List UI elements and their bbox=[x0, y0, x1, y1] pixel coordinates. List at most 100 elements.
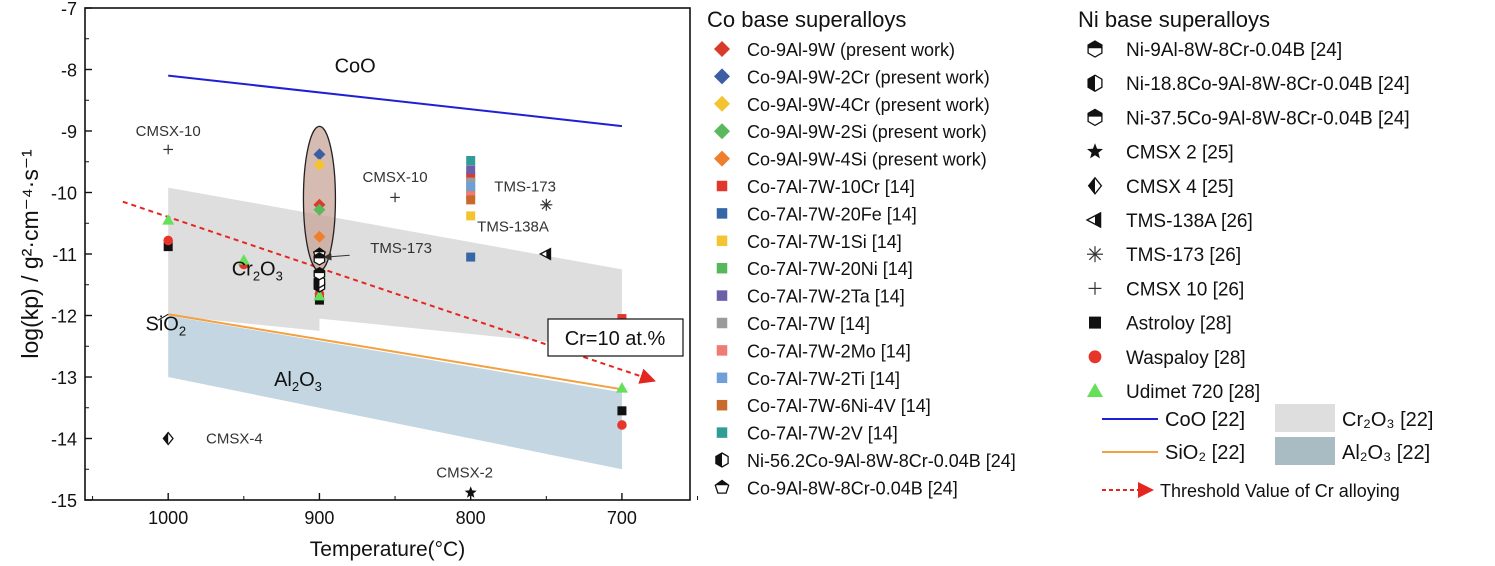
legend-marker bbox=[716, 180, 728, 192]
y-tick-label: -15 bbox=[51, 491, 77, 511]
legend-marker bbox=[714, 95, 730, 112]
annotation-label: CMSX-4 bbox=[206, 431, 263, 448]
legend-marker bbox=[714, 150, 730, 167]
legend-item: Ni-37.5Co-9Al-8W-8Cr-0.04B [24] bbox=[1087, 108, 1410, 129]
legend-item: TMS-173 [26] bbox=[1087, 245, 1241, 266]
band-label: Al2O3 bbox=[274, 369, 322, 394]
legend-ni-title: Ni base superalloys bbox=[1078, 7, 1270, 32]
legend-marker bbox=[714, 479, 730, 494]
y-tick-label: -14 bbox=[51, 430, 77, 450]
svg-text:CMSX 2 [25]: CMSX 2 [25] bbox=[1126, 143, 1234, 164]
svg-text:Co-7Al-7W-20Ni [14]: Co-7Al-7W-20Ni [14] bbox=[747, 259, 913, 279]
svg-text:Co-7Al-7W-6Ni-4V [14]: Co-7Al-7W-6Ni-4V [14] bbox=[747, 396, 931, 416]
legend-item: CMSX 10 [26] bbox=[1088, 279, 1244, 300]
point-tms-173 bbox=[540, 198, 553, 211]
annotation-label: TMS-138A bbox=[477, 218, 549, 235]
svg-text:TMS-138A [26]: TMS-138A [26] bbox=[1126, 211, 1253, 232]
legend-item: Co-7Al-7W-1Si [14] bbox=[716, 232, 902, 252]
point-cmsx-10 bbox=[390, 192, 400, 203]
legend-marker bbox=[1087, 74, 1103, 92]
y-tick-label: -9 bbox=[61, 122, 77, 142]
legend-item: Ni-9Al-8W-8Cr-0.04B [24] bbox=[1087, 40, 1342, 61]
legend-marker bbox=[716, 208, 728, 219]
legend-item: Astroloy [28] bbox=[1089, 314, 1232, 335]
svg-text:Co-9Al-9W (present work): Co-9Al-9W (present work) bbox=[747, 40, 955, 60]
band-label: CoO bbox=[335, 55, 376, 77]
point-cmsx-10 bbox=[163, 144, 173, 155]
legend-marker bbox=[716, 317, 728, 329]
legend-item: Co-9Al-9W-4Cr (present work) bbox=[714, 95, 990, 115]
point-co-9al-9w-2si bbox=[313, 203, 326, 216]
legend-marker bbox=[1087, 383, 1103, 397]
svg-text:Co-9Al-9W-4Si (present work): Co-9Al-9W-4Si (present work) bbox=[747, 150, 987, 170]
legend-item: Co-9Al-9W-4Si (present work) bbox=[714, 150, 987, 170]
x-tick-label: 1000 bbox=[148, 508, 188, 528]
threshold-line bbox=[122, 200, 656, 384]
legend-marker bbox=[716, 345, 728, 356]
annotations: CMSX-10 CMSX-10 TMS-173 TMS-138A CMSX-4 CMSX-… bbox=[136, 55, 684, 481]
annotation-label: TMS-173 bbox=[494, 178, 556, 195]
legend-item: Udimet 720 [28] bbox=[1087, 382, 1260, 403]
y-tick-label: -13 bbox=[51, 368, 77, 388]
svg-text:Udimet 720 [28]: Udimet 720 [28] bbox=[1126, 382, 1260, 403]
legend-threshold-item: Threshold Value of Cr alloying bbox=[1102, 481, 1400, 501]
svg-text:Co-9Al-9W-4Cr (present work): Co-9Al-9W-4Cr (present work) bbox=[747, 95, 990, 115]
point-co-9al-9w-2cr bbox=[313, 148, 326, 161]
legend-band-item: Cr₂O₃ [22] bbox=[1275, 404, 1433, 432]
tms173-pointer bbox=[323, 252, 350, 261]
legend-item: TMS-138A [26] bbox=[1085, 211, 1253, 232]
svg-text:Cr=10 at.%: Cr=10 at.% bbox=[565, 328, 666, 350]
svg-text:Al₂O₃ [22]: Al₂O₃ [22] bbox=[1342, 442, 1430, 464]
legend-marker bbox=[1087, 143, 1103, 159]
svg-text:Co-7Al-7W-2Ti [14]: Co-7Al-7W-2Ti [14] bbox=[747, 369, 900, 389]
legend: Co base superalloys Ni base superalloys Co… bbox=[707, 7, 1433, 501]
legend-item: Ni-18.8Co-9Al-8W-8Cr-0.04B [24] bbox=[1087, 74, 1410, 95]
annotation-label: TMS-173 bbox=[370, 240, 432, 257]
point-co-7al-7w-2ti bbox=[466, 181, 476, 191]
svg-text:Co-9Al-9W-2Si (present work): Co-9Al-9W-2Si (present work) bbox=[747, 122, 987, 142]
legend-item: CMSX 4 [25] bbox=[1087, 176, 1234, 198]
legend-marker bbox=[714, 68, 730, 85]
point-waspaloy bbox=[163, 235, 173, 246]
point-udimet-720 bbox=[162, 214, 175, 225]
y-tick-label: -12 bbox=[51, 307, 77, 327]
legend-item: Co-9Al-9W-2Cr (present work) bbox=[714, 67, 990, 87]
legend-marker bbox=[1087, 40, 1103, 58]
point-co-7al-7w-2v bbox=[466, 156, 476, 166]
point-udimet-720 bbox=[615, 382, 628, 393]
svg-text:Ni-37.5Co-9Al-8W-8Cr-0.04B [24: Ni-37.5Co-9Al-8W-8Cr-0.04B [24] bbox=[1126, 108, 1410, 129]
legend-marker bbox=[1087, 246, 1103, 263]
legend-marker bbox=[714, 123, 730, 140]
x-tick-label: 700 bbox=[607, 508, 637, 528]
y-tick-label: -10 bbox=[51, 184, 77, 204]
legend-co-title: Co base superalloys bbox=[707, 7, 906, 32]
annotation-label: CMSX-10 bbox=[363, 169, 428, 186]
legend-item: Co-7Al-7W-20Fe [14] bbox=[716, 204, 917, 224]
line-coo bbox=[168, 74, 623, 128]
svg-text:Co-7Al-7W-10Cr [14]: Co-7Al-7W-10Cr [14] bbox=[747, 177, 915, 197]
legend-item: Co-9Al-9W (present work) bbox=[714, 40, 955, 60]
svg-text:Cr₂O₃ [22]: Cr₂O₃ [22] bbox=[1342, 409, 1433, 431]
point-cmsx-2 bbox=[464, 486, 477, 498]
legend-marker bbox=[714, 41, 730, 57]
legend-item: Co-7Al-7W-2Ti [14] bbox=[716, 369, 900, 389]
legend-item: Co-7Al-7W-20Ni [14] bbox=[716, 259, 913, 279]
svg-text:CoO [22]: CoO [22] bbox=[1165, 409, 1245, 431]
point-waspaloy bbox=[617, 420, 627, 430]
data-points bbox=[162, 144, 628, 498]
axes: -7 -8 -9 -10 -11 -12 -13 -14 -15 1000 900 800 700 Tem… bbox=[17, 0, 699, 561]
point-astroloy bbox=[163, 242, 173, 252]
svg-text:CMSX 4 [25]: CMSX 4 [25] bbox=[1126, 177, 1234, 198]
svg-text:Co-7Al-7W [14]: Co-7Al-7W [14] bbox=[747, 314, 870, 334]
legend-marker bbox=[716, 262, 728, 274]
point-udimet-720 bbox=[313, 289, 326, 301]
legend-item: Co-9Al-8W-8Cr-0.04B [24] bbox=[714, 478, 958, 498]
point-ni-9al-8w-8cr-0-04b bbox=[313, 252, 326, 266]
point-co-9al-9w-4si bbox=[313, 230, 326, 243]
point-ni-37-5co-9al-8w-8cr-0-04b bbox=[313, 266, 326, 281]
svg-text:Astroloy [28]: Astroloy [28] bbox=[1126, 314, 1232, 335]
point-udimet-720 bbox=[237, 254, 250, 265]
svg-text:Co-7Al-7W-2Mo [14]: Co-7Al-7W-2Mo [14] bbox=[747, 341, 911, 361]
point-co-9al-9w-4cr bbox=[313, 158, 326, 171]
